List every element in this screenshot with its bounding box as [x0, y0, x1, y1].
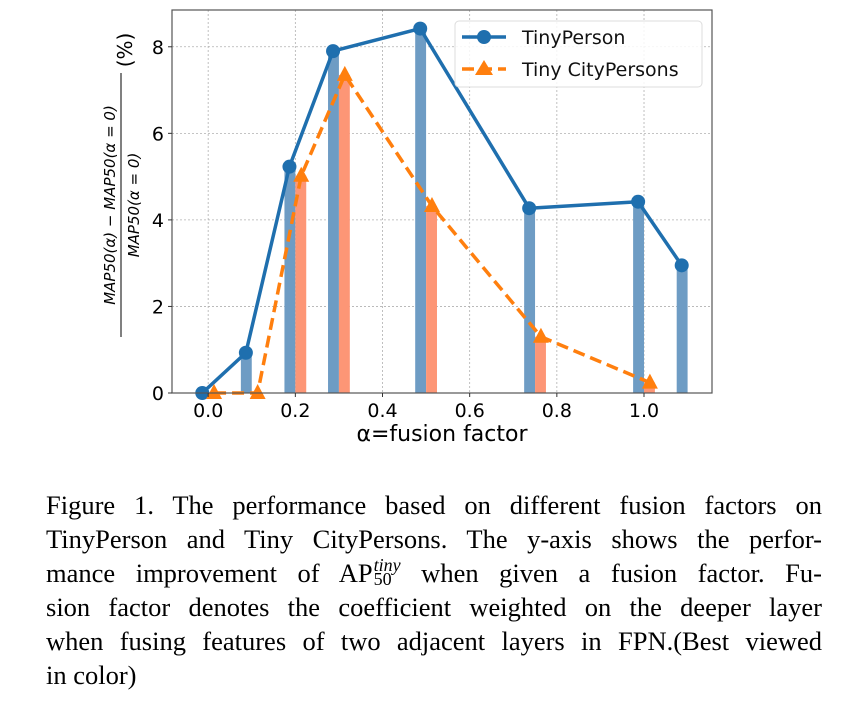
point-tinyperson: [413, 21, 428, 36]
caption-line: TinyPerson and Tiny CityPersons. The y-a…: [46, 524, 822, 554]
y-axis-ticks: 0 2 4 6 8: [152, 37, 172, 405]
legend-marker-circle-icon: [477, 30, 491, 44]
y-tick-label: 6: [152, 123, 164, 145]
x-tick-label: 0.2: [280, 400, 310, 422]
ap-symbol: AP: [338, 558, 373, 588]
legend-box: [454, 20, 703, 88]
bar-tinyperson: [415, 28, 427, 393]
legend-entry-tinyperson: TinyPerson: [462, 27, 625, 49]
point-tinyperson: [631, 194, 646, 209]
y-axis-label: MAP50(α) − MAP50(α = 0) MAP50(α = 0) (%): [101, 33, 143, 337]
caption-line: mance improvement of AP tiny 50 when given…: [46, 556, 822, 590]
y-axis-label-numerator: MAP50(α) − MAP50(α = 0): [101, 105, 119, 305]
x-tick-label: 0.0: [193, 400, 223, 422]
y-axis-label-unit: (%): [113, 33, 137, 68]
caption-line: in color): [46, 660, 137, 690]
point-tinyperson: [282, 159, 297, 174]
y-tick-label: 8: [152, 37, 164, 59]
figure-caption: Figure 1. The performance based on diffe…: [46, 488, 822, 692]
series-markers: [195, 21, 689, 400]
x-tick-label: 0.6: [455, 400, 485, 422]
caption-text: mance improvement of: [46, 558, 339, 588]
x-axis-label: α=fusion factor: [356, 422, 528, 447]
ap-subscript: 50: [373, 568, 392, 589]
bar-tiny-citypersons: [535, 336, 546, 393]
bars: [240, 28, 688, 393]
point-tinyperson: [238, 345, 253, 360]
ap-superscript: tiny: [373, 554, 401, 575]
point-tiny-citypersons: [206, 384, 223, 399]
point-tiny-citypersons: [641, 373, 658, 389]
x-tick-label: 0.8: [542, 400, 572, 422]
plot-frame: [171, 9, 713, 394]
point-tinyperson: [674, 258, 689, 273]
y-tick-label: 2: [152, 296, 164, 318]
bar-tinyperson: [328, 51, 339, 393]
bar-tinyperson: [240, 352, 252, 393]
bar-tiny-citypersons: [338, 74, 350, 393]
caption-line: Figure 1. The performance based on diffe…: [46, 490, 822, 520]
point-tiny-citypersons: [249, 384, 266, 399]
ap-scripts: tiny 50: [373, 554, 401, 589]
point-tiny-citypersons: [336, 65, 353, 81]
bar-tiny-citypersons: [426, 206, 437, 393]
legend-label-tinyperson: TinyPerson: [521, 27, 625, 49]
bar-tinyperson: [524, 208, 536, 393]
y-tick-label: 4: [152, 210, 164, 232]
point-tiny-citypersons: [423, 197, 440, 213]
caption-line: when fusing features of two adjacent lay…: [46, 626, 822, 656]
x-tick-label: 1.0: [629, 400, 659, 422]
point-tiny-citypersons: [293, 166, 310, 182]
point-tinyperson: [522, 201, 537, 216]
point-tinyperson: [326, 44, 341, 59]
legend-label-tiny-citypersons: Tiny CityPersons: [521, 59, 679, 81]
legend-marker-triangle-icon: [475, 60, 493, 75]
caption-line: sion factor denotes the coefficient weig…: [46, 592, 822, 622]
y-axis-label-denominator: MAP50(α = 0): [125, 153, 143, 258]
bar-tinyperson: [676, 265, 688, 393]
point-tiny-citypersons: [532, 327, 549, 343]
y-tick-label: 0: [152, 383, 164, 405]
fusion-factor-chart: 0.0 0.2 0.4 0.6 0.8 1.0 0 2 4 6 8 α=fusion factor…: [101, 9, 713, 447]
line-tinyperson: [201, 26, 684, 395]
x-tick-label: 0.4: [367, 400, 397, 422]
legend-entry-tiny-citypersons: Tiny CityPersons: [462, 59, 679, 81]
caption-text: when given a fusion factor. Fu-: [400, 558, 822, 588]
bar-tinyperson: [633, 201, 645, 393]
bar-tiny-citypersons: [295, 175, 307, 393]
bar-tinyperson: [284, 166, 296, 393]
x-axis-ticks: 0.0 0.2 0.4 0.6 0.8 1.0: [193, 393, 659, 422]
legend: TinyPerson Tiny CityPersons: [454, 20, 703, 88]
